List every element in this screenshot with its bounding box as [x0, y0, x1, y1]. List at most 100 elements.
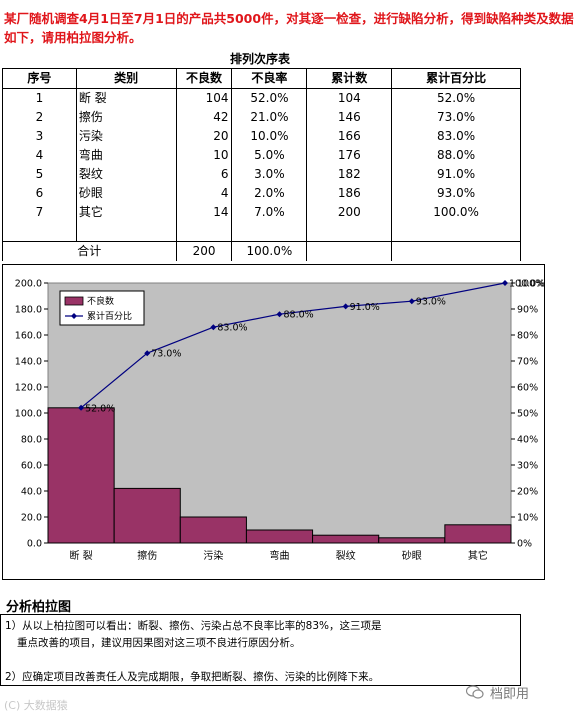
blank-cell — [75, 222, 177, 242]
table-row: 4 弯曲 10 5.0% 176 88.0% — [2, 146, 521, 165]
y2-tick-label: 40% — [517, 435, 538, 446]
watermark-left: (C) 大数据猿 — [4, 699, 68, 712]
cell-cumulative: 182 — [306, 165, 393, 184]
cell-index: 6 — [2, 184, 77, 203]
cumulative-point — [144, 350, 151, 357]
cell-cumulative: 200 — [306, 203, 393, 222]
cell-index: 3 — [2, 127, 77, 146]
blank-cell — [175, 222, 233, 242]
col-header-cumulative-pct: 累计百分比 — [391, 68, 521, 89]
cell-cumulative-pct: 73.0% — [391, 108, 521, 127]
cell-cumulative: 146 — [306, 108, 393, 127]
cumulative-label: 91.0% — [350, 302, 380, 313]
table-row: 5 裂纹 6 3.0% 182 91.0% — [2, 165, 521, 184]
blank-cell — [391, 222, 521, 242]
bar — [113, 487, 181, 544]
cell-defects: 10 — [175, 146, 233, 165]
y-tick-label: 60.0 — [21, 461, 42, 472]
legend-bar-swatch — [64, 296, 84, 306]
cell-category: 其它 — [75, 203, 177, 222]
cumulative-point — [408, 298, 415, 305]
cumulative-label: 52.0% — [85, 403, 115, 414]
cell-category: 擦伤 — [75, 108, 177, 127]
legend-bar-label: 不良数 — [87, 295, 114, 307]
cell-cumulative: 176 — [306, 146, 393, 165]
y-tick-label: 200.0 — [15, 279, 42, 290]
col-header-category: 类别 — [75, 68, 177, 89]
y-tick-label: 100.0 — [15, 409, 42, 420]
legend-line-label: 累计百分比 — [87, 310, 132, 322]
bar — [245, 529, 314, 544]
chart-svg: 0.0 20.0 40.0 60.0 80.0 100.0 120.0 140.0 160.0 1… — [15, 279, 545, 563]
col-header-defect-rate: 不良率 — [231, 68, 308, 89]
cell-defect-rate: 52.0% — [231, 88, 308, 108]
total-empty — [306, 241, 393, 261]
cumulative-label: 93.0% — [416, 297, 446, 308]
total-row: 合计 200 100.0% — [2, 241, 521, 261]
y2-tick-label: 50% — [517, 409, 538, 420]
cell-index: 4 — [2, 146, 77, 165]
bar — [444, 524, 512, 544]
cell-category: 砂眼 — [75, 184, 177, 203]
analysis-title: 分析柏拉图 — [6, 600, 72, 615]
table-row: 2 擦伤 42 21.0% 146 73.0% — [2, 108, 521, 127]
total-count: 200 — [175, 241, 233, 261]
cumulative-point — [502, 280, 508, 286]
cell-defect-rate: 7.0% — [231, 203, 308, 222]
y-tick-label: 180.0 — [15, 305, 42, 316]
y-tick-label: 80.0 — [21, 435, 42, 446]
total-empty — [391, 241, 521, 261]
x-tick-label: 污染 — [203, 549, 223, 562]
table-row: 6 砂眼 4 2.0% 186 93.0% — [2, 184, 521, 203]
y2-tick-label: 30% — [517, 461, 538, 472]
cell-defects: 20 — [175, 127, 233, 146]
blank-row — [2, 222, 521, 242]
cell-defect-rate: 5.0% — [231, 146, 308, 165]
y-tick-label: 120.0 — [15, 383, 42, 394]
cumulative-point — [276, 311, 283, 318]
col-header-defects: 不良数 — [175, 68, 233, 89]
y2-tick-label: 90% — [517, 305, 538, 316]
analysis-box: 1）从以上柏拉图可以看出：断裂、擦伤、污染占总不良率比率的83%，这三项是 重点… — [0, 614, 521, 686]
analysis-line-1a: 1）从以上柏拉图可以看出：断裂、擦伤、污染占总不良率比率的83%，这三项是 — [5, 620, 382, 632]
analysis-line-2: 2）应确定项目改善责任人及完成期限，争取把断裂、擦伤、污染的比例降下来。 — [5, 671, 380, 683]
cell-defect-rate: 3.0% — [231, 165, 308, 184]
legend-line-marker — [71, 313, 77, 319]
y2-tick-label: 80% — [517, 331, 538, 342]
blank-cell — [2, 222, 77, 242]
cell-index: 2 — [2, 108, 77, 127]
cumulative-label: 73.0% — [151, 349, 181, 360]
table-header-row: 序号 类别 不良数 不良率 累计数 累计百分比 — [2, 68, 521, 89]
cell-cumulative-pct: 88.0% — [391, 146, 521, 165]
y-tick-label: 40.0 — [21, 487, 42, 498]
cell-cumulative-pct: 91.0% — [391, 165, 521, 184]
cumulative-point — [78, 404, 85, 411]
intro-text: 某厂随机调查4月1日至7月1日的产品共5000件，对其逐一检查，进行缺陷分析，得… — [4, 11, 574, 45]
cell-index: 7 — [2, 203, 77, 222]
cell-category: 裂纹 — [75, 165, 177, 184]
y2-tick-label: 10% — [517, 513, 538, 524]
table-row: 7 其它 14 7.0% 200 100.0% — [2, 203, 521, 222]
y2-tick-label: 0% — [517, 539, 532, 550]
watermark-right: 档即用 — [490, 687, 530, 702]
y-tick-label: 140.0 — [15, 357, 42, 368]
x-tick-label: 断 裂 — [69, 549, 92, 562]
y2-tick-label: 60% — [517, 383, 538, 394]
cell-defects: 104 — [175, 88, 233, 108]
col-header-cumulative: 累计数 — [306, 68, 393, 89]
x-tick-label: 砂眼 — [402, 549, 422, 562]
y2-tick-label: 70% — [517, 357, 538, 368]
cumulative-label: 83.0% — [217, 323, 247, 334]
bar — [378, 537, 446, 544]
y2-tick-label: 100% — [517, 279, 544, 290]
cell-defects: 42 — [175, 108, 233, 127]
y2-tick-label: 20% — [517, 487, 538, 498]
cell-cumulative-pct: 100.0% — [391, 203, 521, 222]
cell-cumulative-pct: 52.0% — [391, 88, 521, 108]
cell-cumulative: 186 — [306, 184, 393, 203]
cell-category: 弯曲 — [75, 146, 177, 165]
cell-index: 5 — [2, 165, 77, 184]
cell-category: 断 裂 — [75, 88, 177, 108]
bar — [47, 407, 115, 544]
